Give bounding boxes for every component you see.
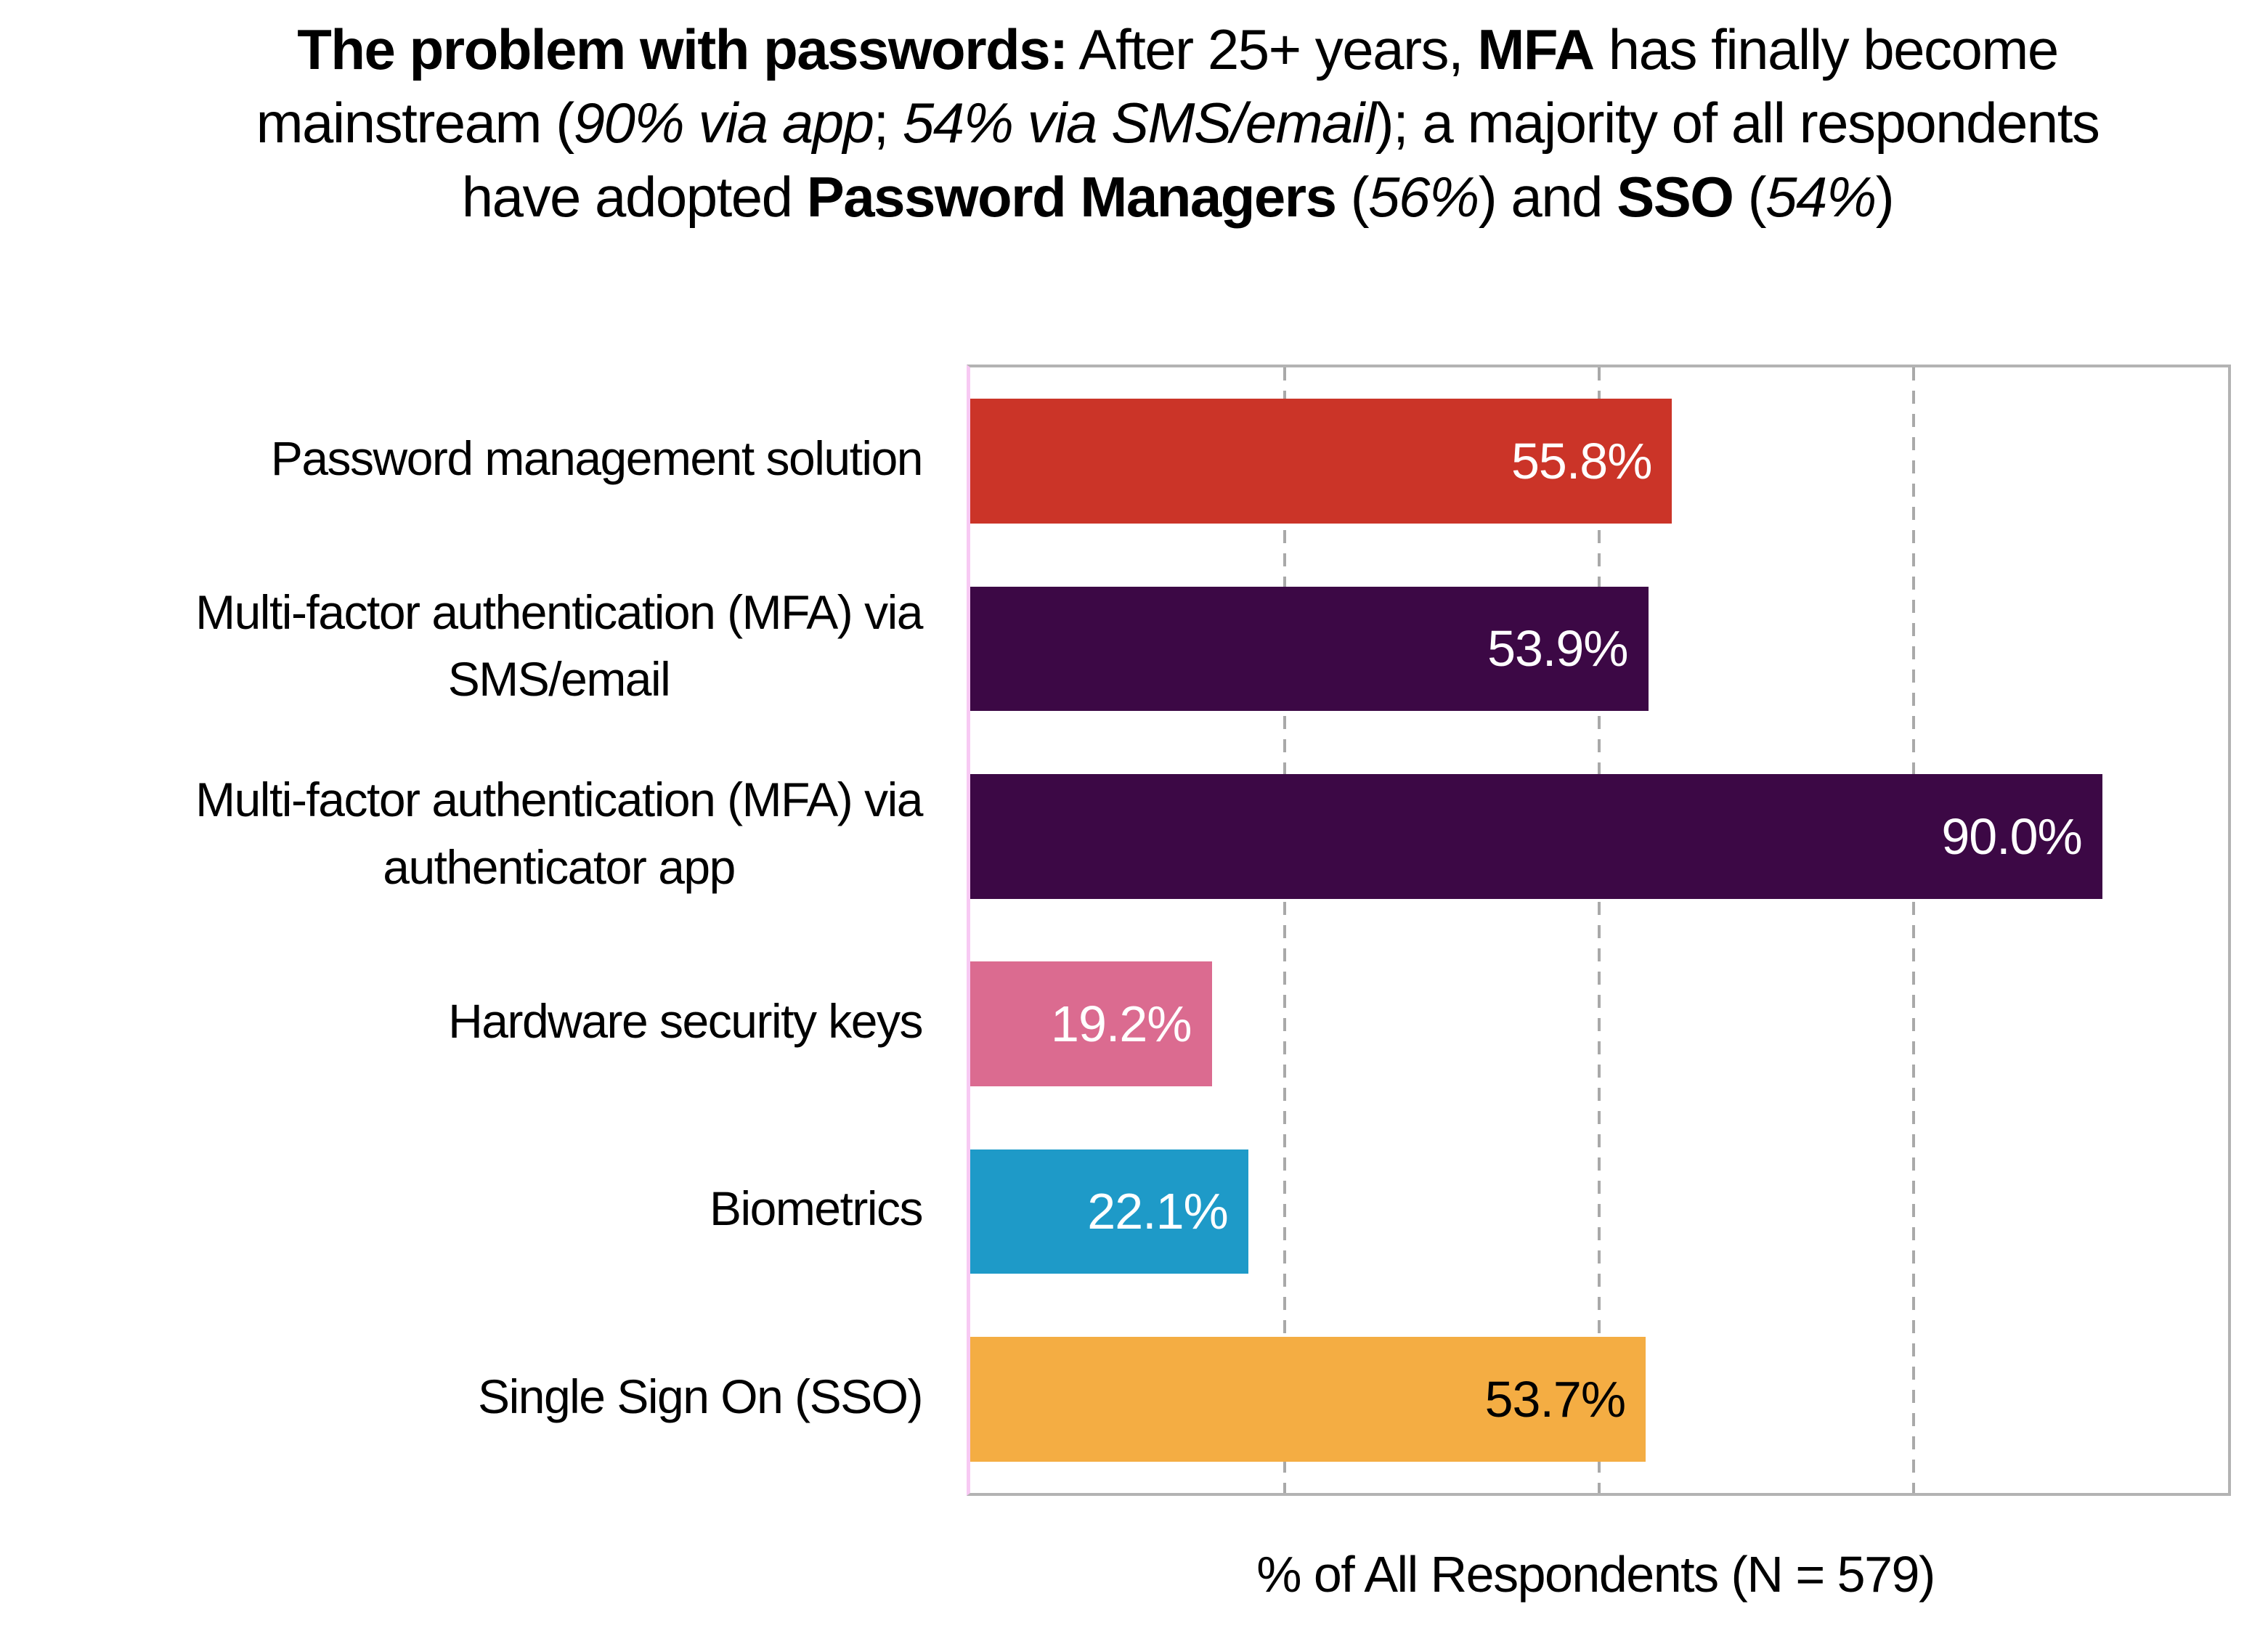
plot-area: 55.8% 53.9% 90.0% 19.2% 22.1% 53.7% [967,365,2231,1496]
category-label-slot: Multi-factor authentication (MFA) via aut… [0,740,923,927]
x-axis-title: % of All Respondents (N = 579) [1256,1546,1935,1603]
chart-title-line: The problem with passwords: After 25+ ye… [87,13,2268,86]
bar-value-label: 22.1% [1087,1183,1228,1240]
bar-row: 22.1% [970,1118,2228,1305]
chart-title-segment: ) and [1478,164,1617,229]
chart-title-segment: ); a majority of all respondents [1375,91,2100,155]
category-label: Biometrics [709,1181,924,1236]
chart-title-line: have adopted Password Managers (56%) and… [87,160,2268,234]
bar: 53.9% [970,586,1649,712]
chart-title-segment: After 25+ years, [1067,17,1478,81]
gridline [1283,367,1286,1493]
chart-title: The problem with passwords: After 25+ ye… [0,13,2268,234]
category-label-slot: Password management solution [0,365,924,552]
chart-title-segment: 90% via app [573,91,874,155]
category-label-slot: Multi-factor authentication (MFA) via SMS… [0,552,923,739]
category-label: Hardware security keys [448,993,923,1048]
bar-row: 53.9% [970,555,2228,742]
bar: 90.0% [970,773,2102,899]
category-label-slot: Hardware security keys [0,927,923,1115]
chart-title-segment: 54% [1765,164,1877,229]
chart-title-segment: ( [1336,164,1370,229]
chart-title-segment: 54% via SMS/email [902,91,1376,155]
bar: 53.7% [970,1336,1646,1462]
bar-row: 55.8% [970,367,2228,555]
category-label: Single Sign On (SSO) [478,1369,923,1423]
bar-value-label: 90.0% [1941,807,2082,865]
bar-value-label: 53.9% [1487,620,1628,677]
chart-title-segment: mainstream ( [256,91,575,155]
bar: 22.1% [970,1149,1248,1274]
chart-title-segment: have adopted [461,164,807,229]
category-label: Multi-factor authentication (MFA) via SMS… [195,585,923,707]
category-labels: Password management solution Multi-factor… [0,365,924,1490]
category-label-slot: Single Sign On (SSO) [0,1303,923,1490]
chart-title-segment: ) [1875,164,1895,229]
bar-value-label: 53.7% [1484,1370,1626,1428]
bar-row: 19.2% [970,930,2228,1118]
bar-row: 53.7% [970,1306,2228,1493]
chart-title-line: mainstream (90% via app; 54% via SMS/ema… [87,86,2268,160]
chart-title-segment: MFA [1477,17,1595,81]
gridline [1598,367,1601,1493]
chart-title-segment: ; [873,91,903,155]
plot-rows: 55.8% 53.9% 90.0% 19.2% 22.1% 53.7% [970,367,2228,1493]
bar-row: 90.0% [970,743,2228,930]
chart-title-segment: Password Managers [806,164,1337,229]
category-label: Password management solution [270,431,924,485]
chart-title-segment: The problem with passwords: [297,17,1068,81]
bar: 55.8% [970,399,1672,524]
bar-value-label: 19.2% [1051,996,1192,1053]
bar-value-label: 55.8% [1511,433,1652,490]
chart-title-segment: ( [1733,164,1767,229]
bar: 19.2% [970,961,1212,1087]
gridlines [970,367,2228,1493]
chart-title-segment: SSO [1617,164,1734,229]
chart-title-segment: 56% [1368,164,1479,229]
category-label: Multi-factor authentication (MFA) via aut… [195,773,923,894]
category-label-slot: Biometrics [0,1115,924,1302]
chart-title-segment: has finally become [1593,17,2060,81]
gridline [1912,367,1915,1493]
